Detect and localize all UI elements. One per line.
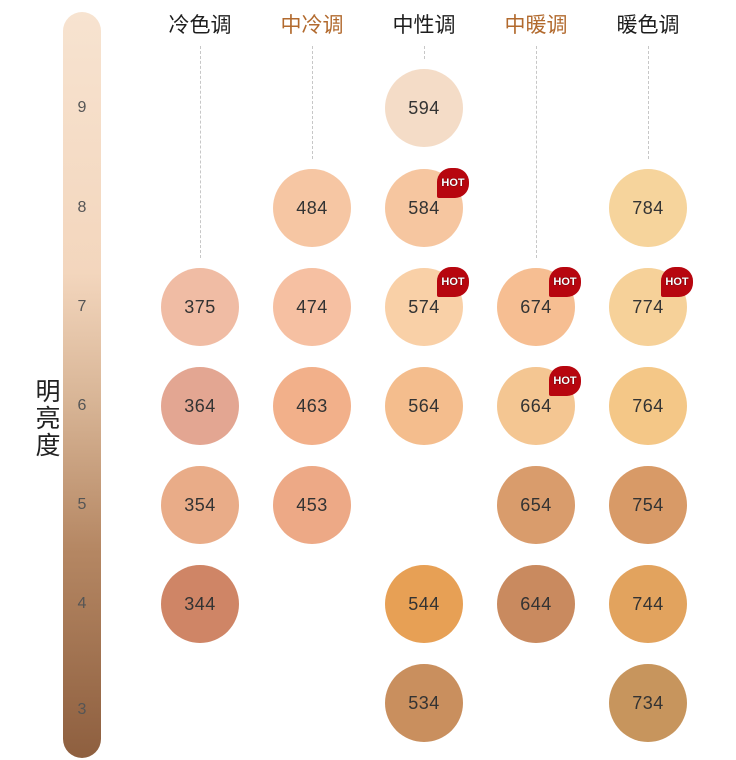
shade-swatch-644[interactable]: 644 [497,565,575,643]
shade-code: 564 [408,395,440,416]
shade-swatch-463[interactable]: 463 [273,367,351,445]
shade-swatch-754[interactable]: 754 [609,466,687,544]
shade-code: 664 [520,395,552,416]
shade-code: 574 [408,296,440,317]
shade-code: 484 [296,197,328,218]
shade-code: 594 [408,97,440,118]
level-label-4: 4 [77,595,87,612]
level-label-9: 9 [77,99,87,116]
shade-swatch-544[interactable]: 544 [385,565,463,643]
axis-title: 明亮度 [32,378,60,459]
column-guide-line-4 [648,46,649,159]
shade-code: 784 [632,197,664,218]
level-label-5: 5 [77,496,87,513]
shade-swatch-564[interactable]: 564 [385,367,463,445]
shade-code: 453 [296,494,328,515]
shade-code: 644 [520,593,552,614]
shade-code: 544 [408,593,440,614]
shade-code: 534 [408,692,440,713]
shade-code: 734 [632,692,664,713]
column-guide-line-1 [312,46,313,159]
column-header-1: 中冷调 [280,14,344,37]
shade-swatch-534[interactable]: 534 [385,664,463,742]
hot-badge: HOT [661,267,693,297]
column-header-2: 中性调 [392,14,456,37]
shade-swatch-354[interactable]: 354 [161,466,239,544]
shade-code: 375 [184,296,216,317]
brightness-scale-bar [63,12,101,758]
shade-swatch-734[interactable]: 734 [609,664,687,742]
shade-swatch-364[interactable]: 364 [161,367,239,445]
shade-code: 584 [408,197,440,218]
shade-swatch-344[interactable]: 344 [161,565,239,643]
shade-code: 463 [296,395,328,416]
shade-swatch-484[interactable]: 484 [273,169,351,247]
shade-swatch-664[interactable]: 664 [497,367,575,445]
hot-badge: HOT [437,168,469,198]
shade-code: 474 [296,296,328,317]
shade-code: 354 [184,494,216,515]
shade-swatch-674[interactable]: 674 [497,268,575,346]
column-guide-line-2 [424,46,425,59]
shade-code: 674 [520,296,552,317]
shade-code: 744 [632,593,664,614]
level-label-6: 6 [77,397,87,414]
shade-swatch-474[interactable]: 474 [273,268,351,346]
level-label-7: 7 [77,298,87,315]
hot-badge: HOT [549,366,581,396]
shade-swatch-375[interactable]: 375 [161,268,239,346]
shade-swatch-764[interactable]: 764 [609,367,687,445]
shade-swatch-744[interactable]: 744 [609,565,687,643]
shade-code: 654 [520,494,552,515]
shade-swatch-784[interactable]: 784 [609,169,687,247]
column-header-3: 中暖调 [504,14,568,37]
shade-code: 754 [632,494,664,515]
shade-code: 764 [632,395,664,416]
column-guide-line-0 [200,46,201,258]
hot-badge: HOT [437,267,469,297]
column-header-0: 冷色调 [168,14,232,37]
shade-code: 774 [632,296,664,317]
hot-badge: HOT [549,267,581,297]
shade-code: 364 [184,395,216,416]
shade-swatch-654[interactable]: 654 [497,466,575,544]
level-label-3: 3 [77,701,87,718]
shade-swatch-594[interactable]: 594 [385,69,463,147]
shade-code: 344 [184,593,216,614]
column-header-4: 暖色调 [616,14,680,37]
column-guide-line-3 [536,46,537,258]
shade-swatch-453[interactable]: 453 [273,466,351,544]
level-label-8: 8 [77,199,87,216]
